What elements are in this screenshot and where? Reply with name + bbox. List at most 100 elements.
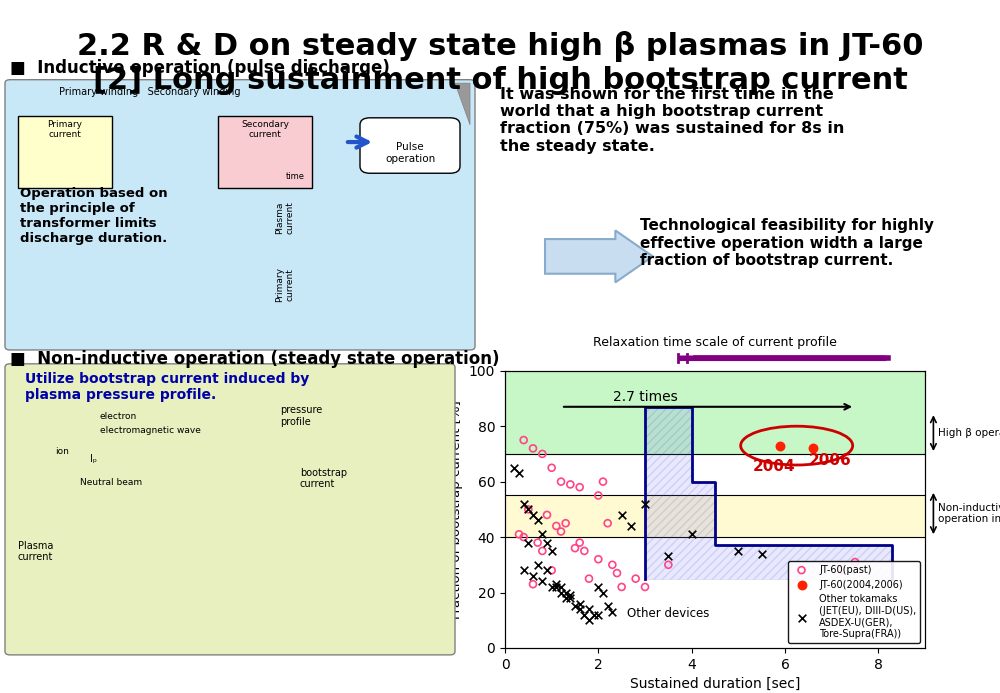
Point xyxy=(600,518,616,529)
Point xyxy=(586,609,602,620)
Text: Plasma
current: Plasma current xyxy=(18,541,53,562)
Polygon shape xyxy=(302,238,314,271)
Text: Plasma
current: Plasma current xyxy=(275,201,295,234)
Bar xyxy=(505,371,925,454)
Point xyxy=(562,593,578,604)
Point xyxy=(590,609,606,620)
Text: Technological feasibility for highly
effective operation width a large
fraction : Technological feasibility for highly eff… xyxy=(640,218,934,268)
Point xyxy=(534,529,550,540)
Text: ■  Non-inductive operation (steady state operation): ■ Non-inductive operation (steady state … xyxy=(10,350,500,368)
Point xyxy=(637,498,653,509)
Point xyxy=(623,520,639,532)
Point xyxy=(562,590,578,601)
Point xyxy=(511,529,527,540)
Text: Operation based on
the principle of
transformer limits
discharge duration.: Operation based on the principle of tran… xyxy=(20,187,168,245)
Point xyxy=(614,509,630,520)
X-axis label: Sustained duration [sec]: Sustained duration [sec] xyxy=(630,677,800,691)
Text: Max  current: Max current xyxy=(343,286,401,295)
Y-axis label: Fraction of bootstrap current [%]: Fraction of bootstrap current [%] xyxy=(450,400,463,619)
Point xyxy=(553,587,569,598)
Point xyxy=(595,476,611,487)
Point xyxy=(548,579,564,590)
Point xyxy=(572,604,588,615)
Point xyxy=(534,545,550,556)
Point xyxy=(576,609,592,620)
Point xyxy=(558,593,574,604)
Point xyxy=(506,462,522,473)
Point xyxy=(595,587,611,598)
Point xyxy=(572,537,588,548)
Point xyxy=(530,537,546,548)
Point xyxy=(590,554,606,565)
Point xyxy=(539,509,555,520)
Text: It was shown for the first time in the
world that a high bootstrap current
fract: It was shown for the first time in the w… xyxy=(500,87,844,154)
Text: Primary winding   Secondary winding: Primary winding Secondary winding xyxy=(59,87,241,96)
Text: Utilize bootstrap current induced by
plasma pressure profile.: Utilize bootstrap current induced by pla… xyxy=(25,372,309,403)
Point xyxy=(604,559,620,570)
Text: 2006: 2006 xyxy=(808,453,851,468)
Point xyxy=(660,551,676,562)
Polygon shape xyxy=(645,407,892,579)
Point xyxy=(604,606,620,617)
Point xyxy=(581,615,597,626)
Text: Primary
current: Primary current xyxy=(48,120,82,139)
Point xyxy=(516,532,532,543)
Legend: JT-60(past), JT-60(2004,2006), Other tokamaks
(JET(EU), DIII-D(US),
ASDEX-U(GER): JT-60(past), JT-60(2004,2006), Other tok… xyxy=(788,561,920,643)
Point xyxy=(548,581,564,593)
Text: electromagnetic wave: electromagnetic wave xyxy=(100,426,201,435)
Point xyxy=(539,537,555,548)
Point xyxy=(516,498,532,509)
Point xyxy=(567,601,583,612)
Point xyxy=(525,579,541,590)
Point xyxy=(847,556,863,568)
Point xyxy=(600,601,616,612)
Point xyxy=(754,548,770,559)
Title: Relaxation time scale of current profile: Relaxation time scale of current profile xyxy=(593,335,837,349)
Text: Iₚ: Iₚ xyxy=(90,454,97,464)
Text: 2004: 2004 xyxy=(752,459,795,473)
Point xyxy=(581,573,597,584)
Point xyxy=(525,570,541,581)
Text: bootstrap
current: bootstrap current xyxy=(300,468,347,489)
Point xyxy=(684,529,700,540)
Text: time: time xyxy=(433,270,452,279)
Text: time: time xyxy=(139,638,161,648)
Point xyxy=(581,604,597,615)
Point xyxy=(544,581,560,593)
Point xyxy=(520,504,536,515)
Point xyxy=(539,565,555,576)
Point xyxy=(614,581,630,593)
Point xyxy=(520,504,536,515)
Point xyxy=(530,559,546,570)
Point xyxy=(730,545,746,556)
Text: Secondary
current: Secondary current xyxy=(241,120,289,139)
Point xyxy=(530,515,546,526)
Point xyxy=(553,581,569,593)
Point xyxy=(516,565,532,576)
Point xyxy=(534,576,550,587)
Text: Primary
current: Primary current xyxy=(275,267,295,302)
Point xyxy=(637,581,653,593)
Point xyxy=(525,509,541,520)
Point xyxy=(511,468,527,479)
Point xyxy=(805,443,821,454)
Text: ■  Inductive operation (pulse discharge): ■ Inductive operation (pulse discharge) xyxy=(10,59,390,77)
Text: electron: electron xyxy=(100,412,137,421)
Point xyxy=(609,568,625,579)
Point xyxy=(572,598,588,609)
Text: Non-inductive
operation in ITER (Q=5): Non-inductive operation in ITER (Q=5) xyxy=(938,502,1000,525)
Text: Neutral beam: Neutral beam xyxy=(80,478,142,487)
Point xyxy=(525,443,541,454)
Point xyxy=(628,573,644,584)
Text: ion: ion xyxy=(55,447,69,456)
Text: pressure
profile: pressure profile xyxy=(280,405,322,427)
Point xyxy=(590,490,606,501)
Point xyxy=(544,545,560,556)
Point xyxy=(544,462,560,473)
Polygon shape xyxy=(430,238,442,271)
Point xyxy=(558,587,574,598)
Point xyxy=(534,448,550,459)
Point xyxy=(567,543,583,554)
Point xyxy=(833,565,849,576)
Text: 2.2 R & D on steady state high β plasmas in JT-60: 2.2 R & D on steady state high β plasmas… xyxy=(77,31,923,62)
